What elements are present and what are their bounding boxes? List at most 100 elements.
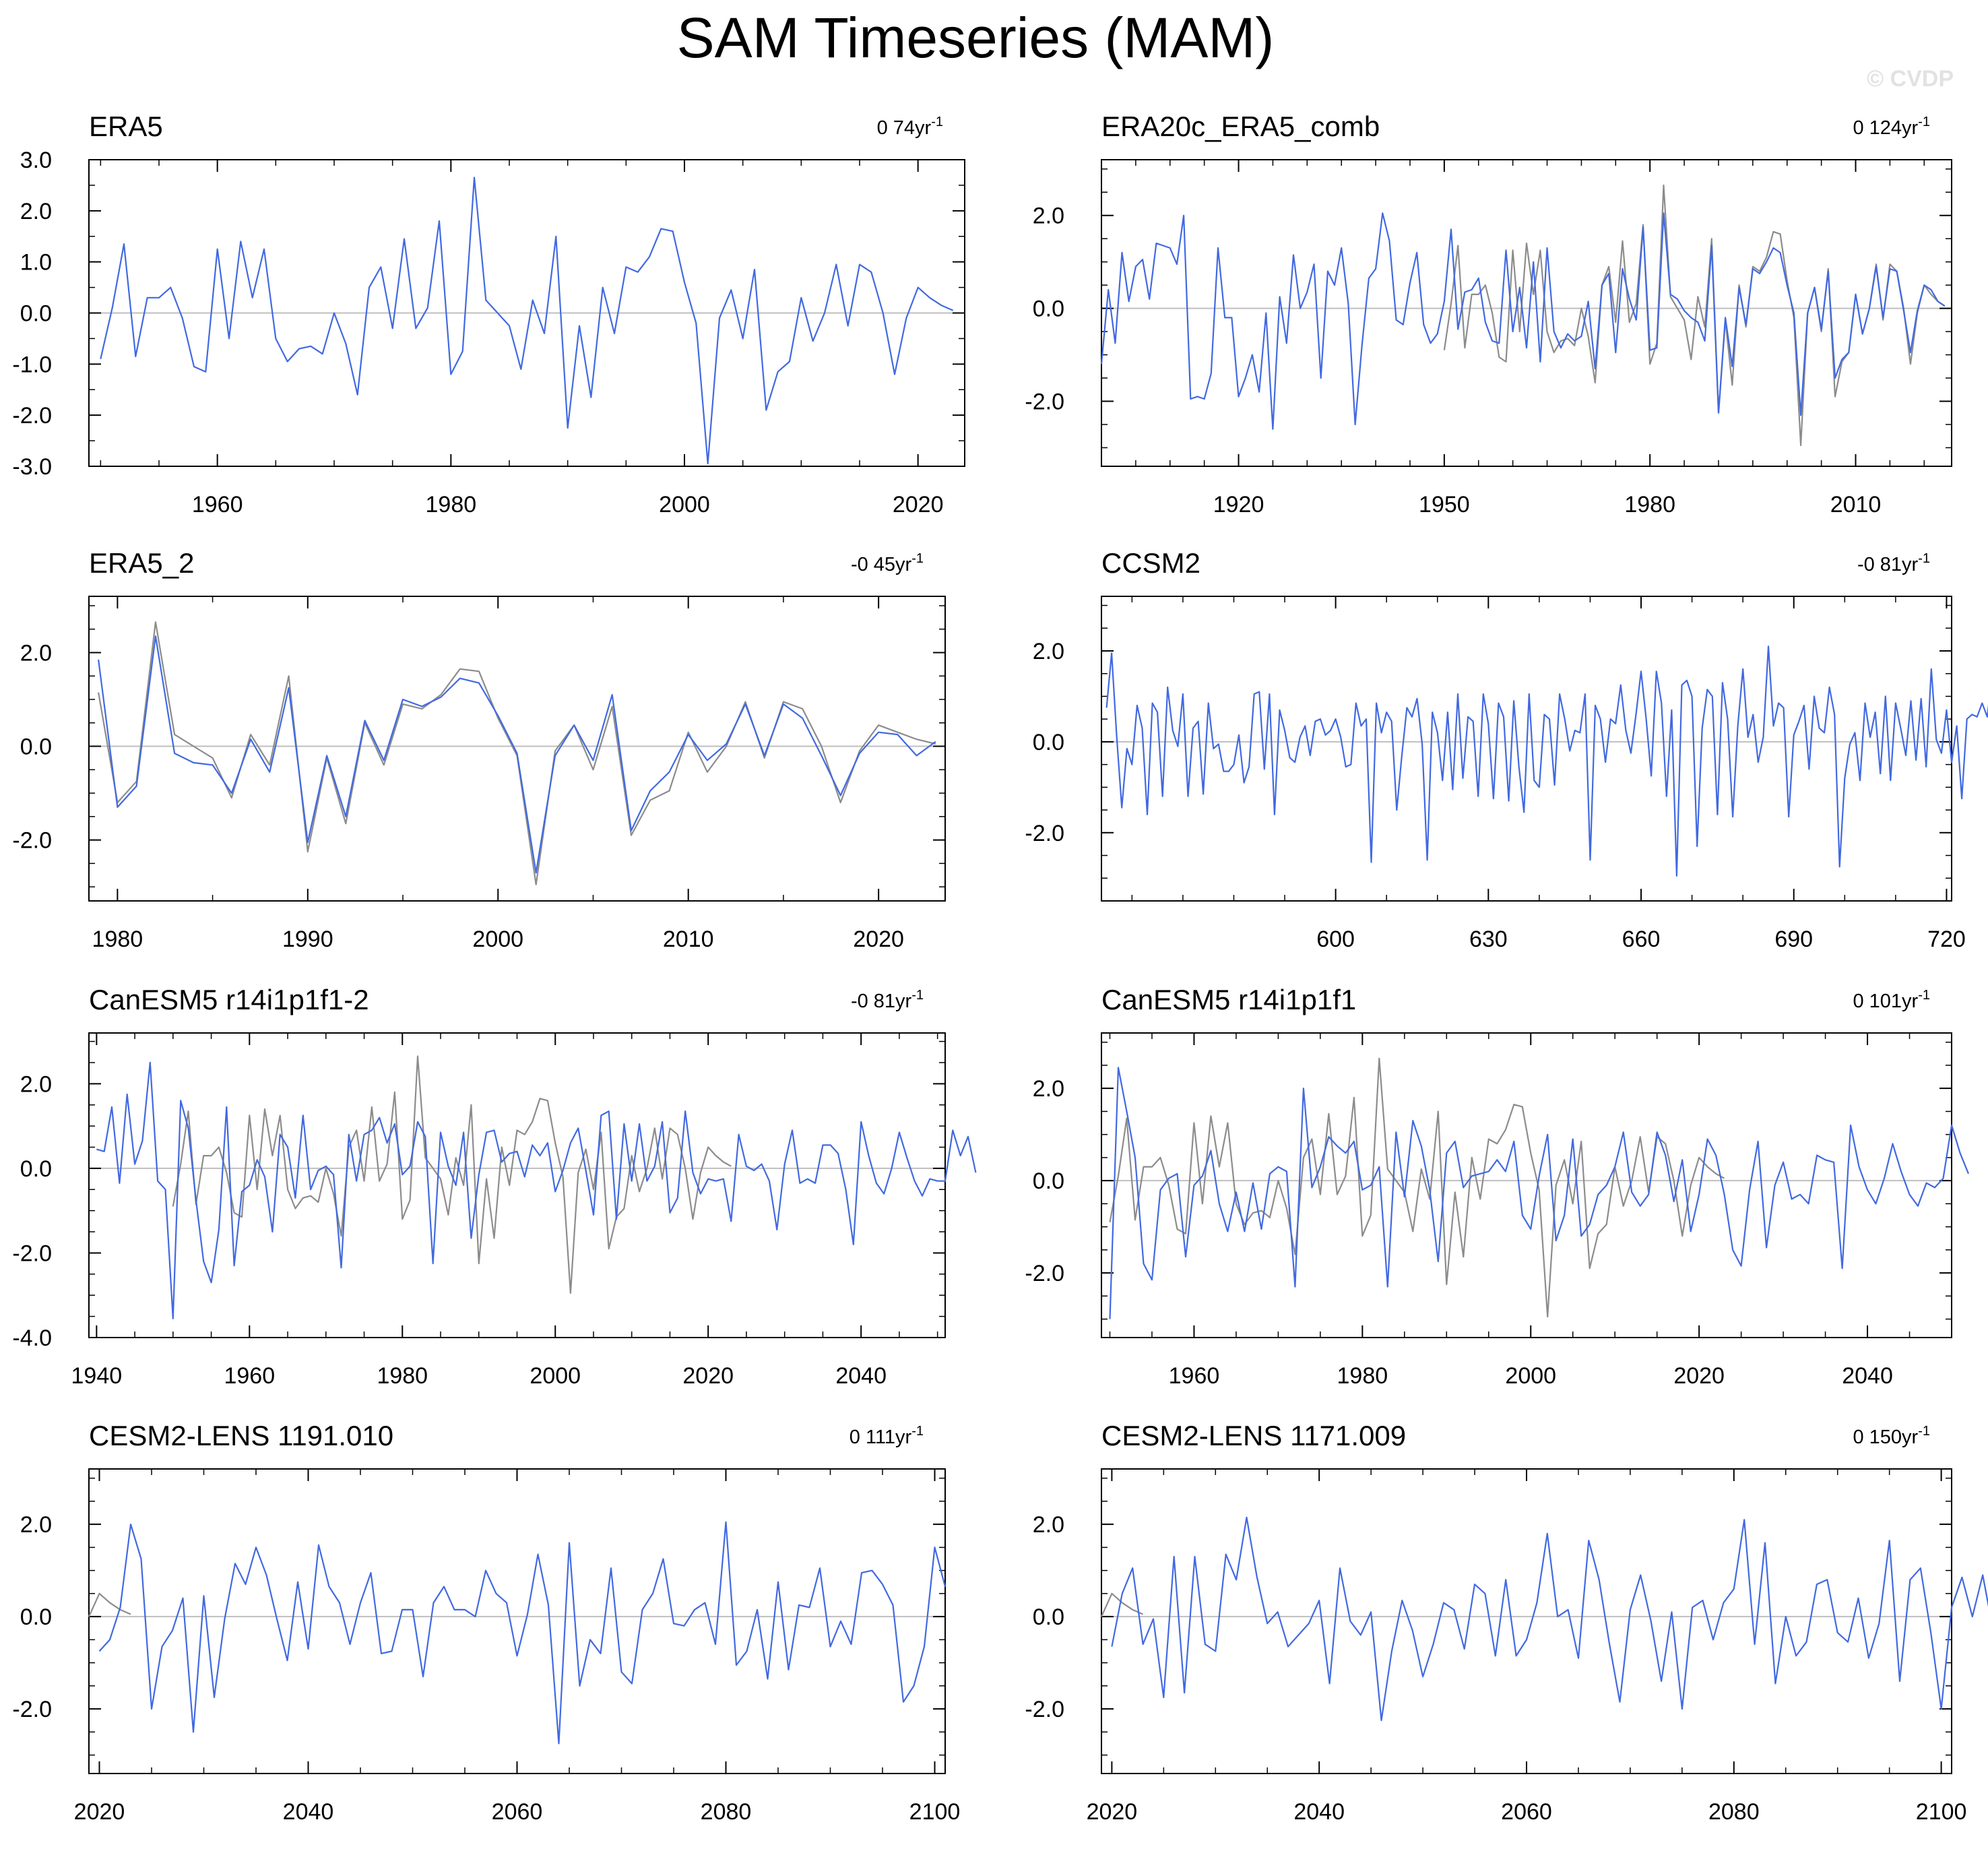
observations-series-line	[88, 1592, 131, 1617]
x-tick-label: 2020	[1087, 1799, 1138, 1825]
y-tick-label: 0.0	[1033, 1604, 1064, 1630]
x-tick-label: 2040	[283, 1799, 334, 1825]
x-tick-label: 2000	[530, 1363, 581, 1389]
panel-title: CanESM5 r14i1p1f1-2	[89, 984, 369, 1015]
x-tick-label: 1980	[1624, 492, 1675, 517]
trend-value: 0 111yr	[849, 1426, 912, 1448]
main-series-line	[1100, 212, 1946, 430]
y-tick-label: 0.0	[20, 734, 52, 760]
panel-title: CESM2-LENS 1171.009	[1101, 1420, 1406, 1451]
panel-title: CCSM2	[1101, 547, 1200, 579]
y-tick-label: 2.0	[1033, 639, 1064, 664]
x-tick-label: 2000	[472, 927, 523, 952]
trend-value: 0 124yr	[1853, 117, 1918, 139]
main-series-line	[1105, 646, 1988, 877]
panel-7: 2020 2040 2060 2080 2100 -2.0 0.0 2.0 CESM2-LENS…	[12, 1420, 960, 1825]
x-tick-label: 1960	[192, 492, 243, 517]
x-tick-label: 2100	[1916, 1799, 1967, 1825]
x-tick-label: 630	[1469, 927, 1508, 952]
chart-panels: 1960 1980 2000 2020 -3.0 -2.0 -1.0 0.0 1.0 2.0 3.0…	[12, 111, 1988, 1825]
trend-value: 0 74yr	[877, 117, 932, 139]
trend-label: -0 81yr-1	[1857, 551, 1930, 575]
panel-title: ERA5_2	[89, 547, 194, 579]
x-tick-label: 2080	[1708, 1799, 1760, 1825]
main-series-line	[1111, 1516, 1988, 1722]
x-tick-label: 1980	[1337, 1363, 1388, 1389]
x-tick-label: 1990	[282, 927, 333, 952]
panel-title: CanESM5 r14i1p1f1	[1101, 984, 1356, 1015]
trend-exponent: -1	[1918, 115, 1930, 129]
observations-series-line	[1100, 1592, 1144, 1617]
panel-title: CESM2-LENS 1191.010	[89, 1420, 393, 1451]
x-tick-label: 720	[1927, 927, 1966, 952]
trend-exponent: -1	[1918, 1424, 1930, 1439]
x-tick-label: 1960	[224, 1363, 275, 1389]
main-series-line	[100, 177, 954, 465]
x-tick-label: 1980	[426, 492, 477, 517]
main-series-line	[96, 1061, 977, 1319]
x-tick-label: 2040	[835, 1363, 887, 1389]
y-tick-label: -1.0	[12, 352, 52, 377]
x-tick-label: 2020	[853, 927, 904, 952]
y-tick-label: -2.0	[12, 403, 52, 429]
x-tick-label: 2100	[909, 1799, 961, 1825]
observations-series-line	[1109, 1057, 1725, 1318]
panel-5: 1940 1960 1980 2000 2020 2040 -4.0 -2.0 0.0 2.0 Ca…	[12, 984, 977, 1389]
main-series-line	[1109, 1067, 1970, 1319]
trend-label: -0 81yr-1	[851, 988, 924, 1012]
trend-exponent: -1	[911, 1424, 924, 1439]
x-tick-label: 660	[1622, 927, 1661, 952]
trend-label: -0 45yr-1	[851, 551, 924, 575]
y-tick-label: 0.0	[20, 301, 52, 327]
x-tick-label: 2020	[893, 492, 944, 517]
panel-6: 1960 1980 2000 2020 2040 -2.0 0.0 2.0 CanESM5 r1…	[1025, 984, 1970, 1389]
y-tick-label: -3.0	[12, 454, 52, 480]
y-tick-label: -2.0	[1025, 1261, 1064, 1286]
x-tick-label: 600	[1316, 927, 1355, 952]
panel-1: 1960 1980 2000 2020 -3.0 -2.0 -1.0 0.0 1.0 2.0 3.0…	[12, 111, 965, 517]
y-tick-label: 0.0	[20, 1604, 52, 1630]
x-tick-label: 2010	[663, 927, 714, 952]
trend-label: 0 74yr-1	[877, 115, 943, 139]
trend-exponent: -1	[1918, 988, 1930, 1003]
trend-value: 0 101yr	[1853, 991, 1918, 1012]
x-tick-label: 2020	[682, 1363, 734, 1389]
plot-frame	[1101, 1032, 1952, 1338]
y-tick-label: 2.0	[1033, 1512, 1064, 1538]
trend-exponent: -1	[931, 115, 943, 129]
panel-2: 1920 1950 1980 2010 -2.0 0.0 2.0 ERA20c_ERA5_co…	[1025, 111, 1952, 517]
y-tick-label: -2.0	[1025, 821, 1064, 846]
y-tick-label: -2.0	[12, 1697, 52, 1722]
x-tick-label: 2000	[659, 492, 710, 517]
x-tick-label: 2060	[492, 1799, 543, 1825]
y-tick-label: -2.0	[1025, 389, 1064, 414]
panel-title: ERA5	[89, 111, 163, 142]
x-tick-label: 2010	[1830, 492, 1882, 517]
main-series-line	[98, 635, 936, 874]
plot-frame	[1101, 159, 1952, 467]
y-tick-label: -2.0	[12, 828, 52, 854]
y-tick-label: 0.0	[20, 1156, 52, 1182]
panel-3: 1980 1990 2000 2010 2020 -2.0 0.0 2.0 ERA5_2 -0 4…	[12, 547, 946, 952]
x-tick-label: 2020	[74, 1799, 125, 1825]
x-tick-label: 1980	[92, 927, 143, 952]
x-tick-label: 2080	[701, 1799, 752, 1825]
trend-label: 0 111yr-1	[849, 1424, 924, 1448]
plot-frame	[1101, 596, 1952, 902]
cvdp-watermark: © CVDP	[1867, 66, 1954, 92]
x-tick-label: 2060	[1501, 1799, 1552, 1825]
panel-8: 2020 2040 2060 2080 2100 -2.0 0.0 2.0 CESM2-LENS…	[1025, 1420, 1988, 1825]
y-tick-label: 2.0	[20, 1071, 52, 1097]
y-tick-label: 0.0	[1033, 730, 1064, 755]
plot-frame	[88, 596, 946, 902]
x-tick-label: 1980	[377, 1363, 428, 1389]
x-tick-label: 2040	[1293, 1799, 1345, 1825]
y-tick-label: -2.0	[12, 1241, 52, 1266]
trend-value: -0 45yr	[851, 554, 912, 575]
y-tick-label: -2.0	[1025, 1697, 1064, 1722]
x-tick-label: 1940	[71, 1363, 123, 1389]
x-tick-label: 1920	[1213, 492, 1264, 517]
y-tick-label: 2.0	[1033, 1076, 1064, 1102]
trend-exponent: -1	[1918, 551, 1930, 566]
x-tick-label: 2040	[1842, 1363, 1893, 1389]
